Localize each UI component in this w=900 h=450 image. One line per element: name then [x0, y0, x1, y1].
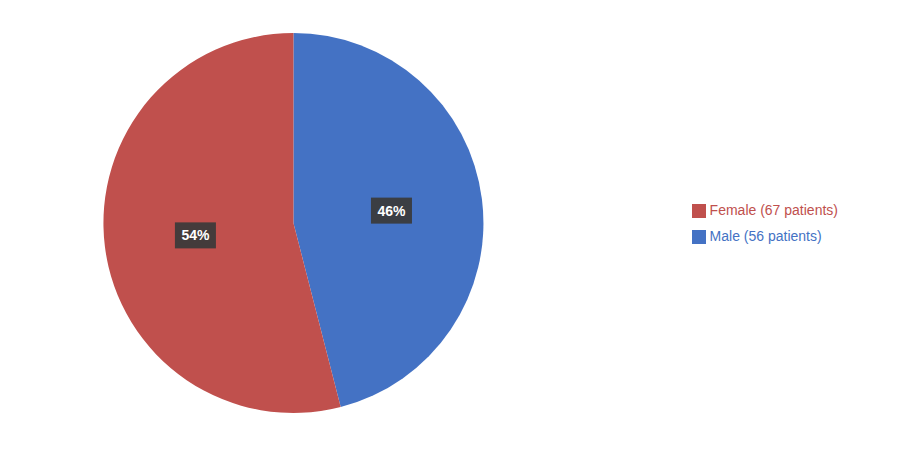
svg-text:54%: 54%	[181, 227, 210, 243]
html-text:Male (56 patients): Male (56 patients)	[709, 228, 822, 244]
html-text:Female (67 patients): Female (67 patients)	[709, 202, 838, 218]
svg-text:46%: 46%	[377, 203, 406, 219]
